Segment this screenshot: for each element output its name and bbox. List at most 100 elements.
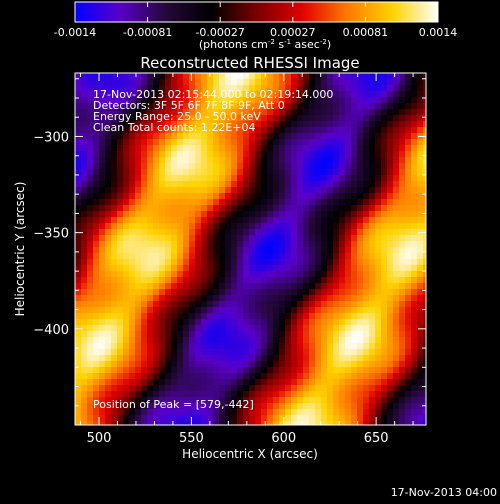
- heatmap-cell: [345, 295, 352, 302]
- heatmap-cell: [99, 385, 106, 392]
- heatmap-cell: [201, 331, 208, 338]
- heatmap-cell: [345, 373, 352, 380]
- heatmap-cell: [135, 151, 142, 158]
- heatmap-cell: [309, 133, 316, 140]
- heatmap-cell: [225, 91, 232, 98]
- heatmap-cell: [339, 289, 346, 296]
- heatmap-cell: [81, 85, 88, 92]
- heatmap-cell: [303, 367, 310, 374]
- heatmap-cell: [225, 157, 232, 164]
- heatmap-cell: [345, 253, 352, 260]
- heatmap-cell: [417, 421, 424, 425]
- heatmap-cell: [183, 421, 190, 425]
- heatmap-cell: [111, 415, 118, 422]
- heatmap-cell: [309, 175, 316, 182]
- heatmap-cell: [255, 187, 262, 194]
- heatmap-cell: [117, 235, 124, 242]
- heatmap-cell: [147, 355, 154, 362]
- heatmap-cell: [243, 283, 250, 290]
- heatmap-cell: [351, 241, 358, 248]
- heatmap-cell: [93, 229, 100, 236]
- heatmap-cell: [261, 97, 268, 104]
- heatmap-cell: [327, 109, 334, 116]
- heatmap-cell: [135, 115, 142, 122]
- heatmap-cell: [243, 211, 250, 218]
- heatmap-cell: [423, 403, 426, 410]
- heatmap-cell: [405, 163, 412, 170]
- heatmap-cell: [75, 319, 82, 326]
- heatmap-cell: [375, 85, 382, 92]
- heatmap-cell: [297, 265, 304, 272]
- heatmap-cell: [231, 331, 238, 338]
- heatmap-cell: [387, 169, 394, 176]
- heatmap-cell: [105, 205, 112, 212]
- heatmap-cell: [327, 313, 334, 320]
- heatmap-cell: [141, 217, 148, 224]
- heatmap-cell: [183, 265, 190, 272]
- heatmap-cell: [345, 229, 352, 236]
- heatmap-cell: [303, 379, 310, 386]
- heatmap-cell: [375, 115, 382, 122]
- heatmap-cell: [405, 349, 412, 356]
- heatmap-cell: [285, 361, 292, 368]
- heatmap-cell: [231, 121, 238, 128]
- heatmap-cell: [291, 241, 298, 248]
- heatmap-cell: [147, 319, 154, 326]
- heatmap-cell: [309, 145, 316, 152]
- heatmap-cell: [225, 349, 232, 356]
- heatmap-cell: [225, 211, 232, 218]
- heatmap-cell: [117, 271, 124, 278]
- heatmap-cell: [321, 343, 328, 350]
- heatmap-cell: [387, 283, 394, 290]
- heatmap-cell: [213, 415, 220, 422]
- heatmap-cell: [399, 133, 406, 140]
- heatmap-cell: [183, 85, 190, 92]
- heatmap-cell: [105, 229, 112, 236]
- heatmap-cell: [297, 241, 304, 248]
- heatmap-cell: [345, 85, 352, 92]
- heatmap-cell: [387, 295, 394, 302]
- heatmap-cell: [303, 373, 310, 380]
- heatmap-cell: [201, 127, 208, 134]
- heatmap-cell: [291, 187, 298, 194]
- heatmap-cell: [201, 253, 208, 260]
- heatmap-cell: [141, 265, 148, 272]
- heatmap-cell: [327, 217, 334, 224]
- heatmap-cell: [345, 79, 352, 86]
- heatmap-cell: [303, 181, 310, 188]
- heatmap-cell: [261, 349, 268, 356]
- heatmap-cell: [291, 163, 298, 170]
- heatmap-cell: [99, 409, 106, 416]
- heatmap-cell: [303, 253, 310, 260]
- heatmap-cell: [207, 391, 214, 398]
- heatmap-cell: [99, 367, 106, 374]
- heatmap-cell: [273, 331, 280, 338]
- heatmap-cell: [297, 139, 304, 146]
- heatmap-cell: [363, 91, 370, 98]
- heatmap-cell: [279, 355, 286, 362]
- heatmap-cell: [111, 181, 118, 188]
- heatmap-cell: [327, 97, 334, 104]
- annotation-time-range: 17-Nov-2013 02:15:44.000 to 02:19:14.000: [93, 88, 333, 101]
- heatmap-cell: [381, 355, 388, 362]
- heatmap-cell: [309, 199, 316, 206]
- heatmap-cell: [171, 103, 178, 110]
- heatmap-cell: [405, 139, 412, 146]
- heatmap-cell: [201, 109, 208, 116]
- heatmap-cell: [351, 259, 358, 266]
- heatmap-cell: [195, 379, 202, 386]
- heatmap-cell: [93, 355, 100, 362]
- heatmap-cell: [255, 169, 262, 176]
- heatmap-cell: [333, 235, 340, 242]
- heatmap-cell: [99, 73, 106, 80]
- heatmap-cell: [369, 229, 376, 236]
- heatmap-cell: [111, 217, 118, 224]
- heatmap-cell: [183, 127, 190, 134]
- heatmap-cell: [345, 259, 352, 266]
- heatmap-cell: [165, 343, 172, 350]
- heatmap-cell: [81, 337, 88, 344]
- heatmap-cell: [225, 313, 232, 320]
- heatmap-cell: [201, 307, 208, 314]
- heatmap-cell: [183, 223, 190, 230]
- colorbar-tick-label: 0.0014: [419, 26, 458, 39]
